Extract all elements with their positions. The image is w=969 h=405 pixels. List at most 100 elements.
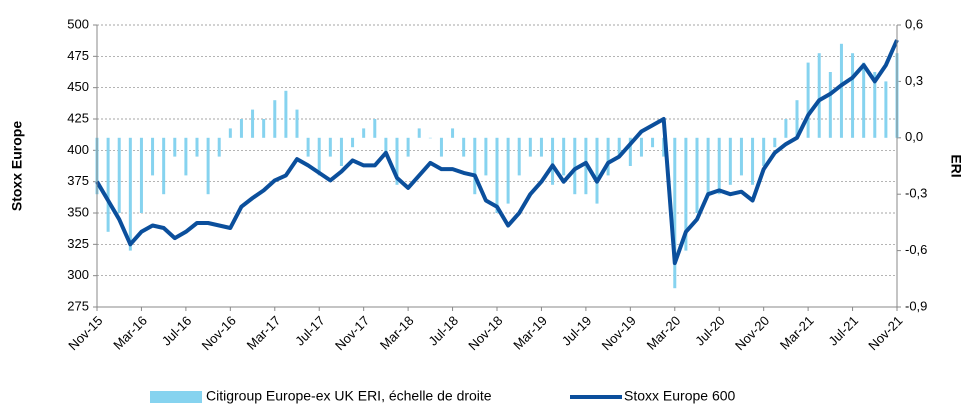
bar [362, 128, 366, 138]
bar [228, 128, 232, 138]
y2-tick-label: -0,9 [905, 298, 927, 313]
bar [162, 137, 166, 195]
x-tick-label: Mar-17 [244, 313, 284, 353]
bar [595, 137, 599, 204]
bar [339, 137, 343, 166]
x-tick-label: Nov-19 [599, 313, 639, 353]
bar [328, 137, 332, 157]
bar [751, 137, 755, 185]
x-tick-label: Nov-20 [732, 313, 772, 353]
x-tick-label: Jul-18 [425, 313, 461, 349]
y-tick-label: 500 [67, 16, 89, 31]
x-tick-label: Nov-16 [199, 313, 239, 353]
bar [728, 137, 732, 185]
bar [639, 137, 643, 157]
legend-label: Citigroup Europe-ex UK ERI, échelle de d… [206, 388, 492, 404]
x-tick-label: Jul-16 [159, 313, 195, 349]
bar [484, 137, 488, 176]
y-tick-label: 275 [67, 298, 89, 313]
bar [795, 100, 799, 138]
bar [495, 137, 499, 213]
bar [828, 72, 832, 138]
bar [128, 137, 132, 251]
bar [806, 62, 810, 138]
bar [762, 137, 766, 166]
bar [551, 137, 555, 185]
bar [317, 137, 321, 176]
bar [173, 137, 177, 157]
y2-tick-label: 0,0 [905, 129, 923, 144]
x-tick-label: Jul-19 [559, 313, 595, 349]
bar [773, 137, 777, 148]
y-tick-label: 475 [67, 48, 89, 63]
bar [451, 128, 455, 138]
bar [706, 137, 710, 195]
y-tick-label: 375 [67, 173, 89, 188]
bar [517, 137, 521, 176]
bar [673, 137, 677, 289]
bar [417, 128, 421, 138]
y-axis-title: Stoxx Europe [9, 121, 25, 211]
bar [839, 43, 843, 138]
bar [606, 137, 610, 176]
y-tick-label: 300 [67, 267, 89, 282]
bar [617, 137, 621, 157]
bar [284, 90, 288, 138]
x-tick-label: Mar-20 [644, 313, 684, 353]
bar [528, 137, 532, 157]
bar [684, 137, 688, 251]
bar [239, 119, 243, 138]
y-tick-label: 425 [67, 110, 89, 125]
bar [151, 137, 155, 176]
bar [506, 137, 510, 204]
bar [439, 137, 443, 157]
y-tick-label: 325 [67, 236, 89, 251]
bar [195, 137, 199, 157]
bar [106, 137, 110, 232]
bar [306, 137, 310, 157]
bar [662, 137, 666, 157]
bar [373, 119, 377, 138]
bar [462, 137, 466, 157]
x-tick-label: Mar-18 [377, 313, 417, 353]
bar [539, 137, 543, 157]
x-tick-label: Mar-21 [777, 313, 817, 353]
bar [206, 137, 210, 195]
bar [295, 109, 299, 138]
legend-swatch [150, 391, 202, 403]
y2-tick-label: -0,6 [905, 242, 927, 257]
bar [473, 137, 477, 195]
y2-tick-label: 0,6 [905, 16, 923, 31]
bar [628, 137, 632, 166]
x-tick-label: Nov-15 [65, 313, 105, 353]
bar [262, 119, 266, 138]
x-tick-label: Jul-20 [692, 313, 728, 349]
bar [695, 137, 699, 213]
bar [251, 109, 255, 138]
bar [184, 137, 188, 176]
x-tick-label: Nov-17 [332, 313, 372, 353]
bar [817, 53, 821, 138]
y-tick-label: 350 [67, 204, 89, 219]
bar [562, 137, 566, 176]
y2-axis-title: ERI [948, 154, 964, 177]
bar [395, 137, 399, 185]
x-tick-label: Jul-21 [825, 313, 861, 349]
bar [784, 119, 788, 138]
bar [862, 62, 866, 138]
x-tick-label: Mar-16 [110, 313, 150, 353]
bar [406, 137, 410, 157]
x-tick-label: Nov-21 [865, 313, 905, 353]
x-tick-label: Nov-18 [465, 313, 505, 353]
bar [351, 137, 355, 148]
x-tick-label: Jul-17 [292, 313, 328, 349]
x-tick-label: Mar-19 [510, 313, 550, 353]
bar [739, 137, 743, 176]
bar [384, 137, 388, 157]
bar [717, 137, 721, 195]
bar [273, 100, 277, 138]
bar [573, 137, 577, 195]
legend-label: Stoxx Europe 600 [624, 388, 736, 404]
bar [884, 81, 888, 138]
